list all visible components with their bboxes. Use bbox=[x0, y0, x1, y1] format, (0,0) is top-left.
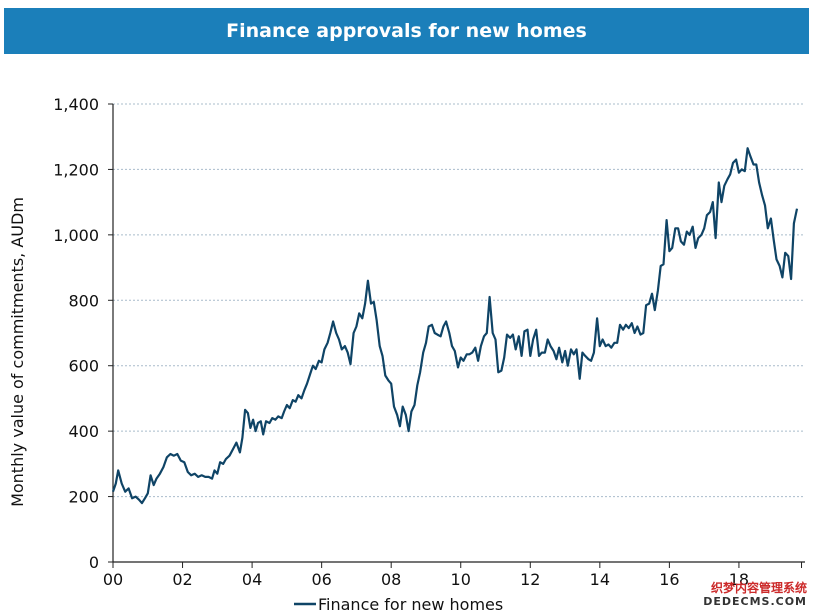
axes bbox=[108, 103, 805, 568]
y-tick-label: 1,200 bbox=[53, 160, 99, 179]
chart-title: Finance approvals for new homes bbox=[226, 20, 587, 42]
legend: Finance for new homes bbox=[294, 595, 503, 614]
grid-lines bbox=[113, 103, 805, 498]
x-tick-label: 10 bbox=[451, 570, 471, 589]
y-axis-title: Monthly value of commitments, AUDm bbox=[8, 197, 27, 507]
x-tick-label: 04 bbox=[242, 570, 262, 589]
x-tick-label: 00 bbox=[103, 570, 123, 589]
y-tick-label: 1,000 bbox=[53, 226, 99, 245]
watermark: 织梦内容管理系统 DEDECMS.COM bbox=[703, 581, 807, 609]
y-tick-label: 200 bbox=[68, 488, 99, 507]
x-tick-label: 12 bbox=[520, 570, 540, 589]
legend-label: Finance for new homes bbox=[318, 595, 503, 614]
watermark-line1: 织梦内容管理系统 bbox=[710, 581, 807, 595]
y-tick-label: 600 bbox=[68, 357, 99, 376]
y-tick-label: 1,400 bbox=[53, 95, 99, 114]
y-tick-label: 0 bbox=[89, 553, 99, 572]
x-tick-label: 16 bbox=[659, 570, 679, 589]
x-tick-label: 02 bbox=[172, 570, 192, 589]
x-tick-label: 08 bbox=[381, 570, 401, 589]
x-tick-label: 06 bbox=[311, 570, 331, 589]
series-line bbox=[111, 147, 799, 505]
chart-title-bar: Finance approvals for new homes bbox=[4, 8, 809, 54]
x-tick-label: 14 bbox=[590, 570, 610, 589]
series-layer bbox=[111, 147, 799, 505]
tick-labels: 0 200 400 600 800 1,000 1,200 1,400 00 02 04 06 08 10… bbox=[53, 95, 749, 589]
x-tick-label: 18 bbox=[729, 570, 749, 589]
y-tick-label: 400 bbox=[68, 422, 99, 441]
y-tick-label: 800 bbox=[68, 291, 99, 310]
watermark-line2: DEDECMS.COM bbox=[703, 595, 807, 608]
